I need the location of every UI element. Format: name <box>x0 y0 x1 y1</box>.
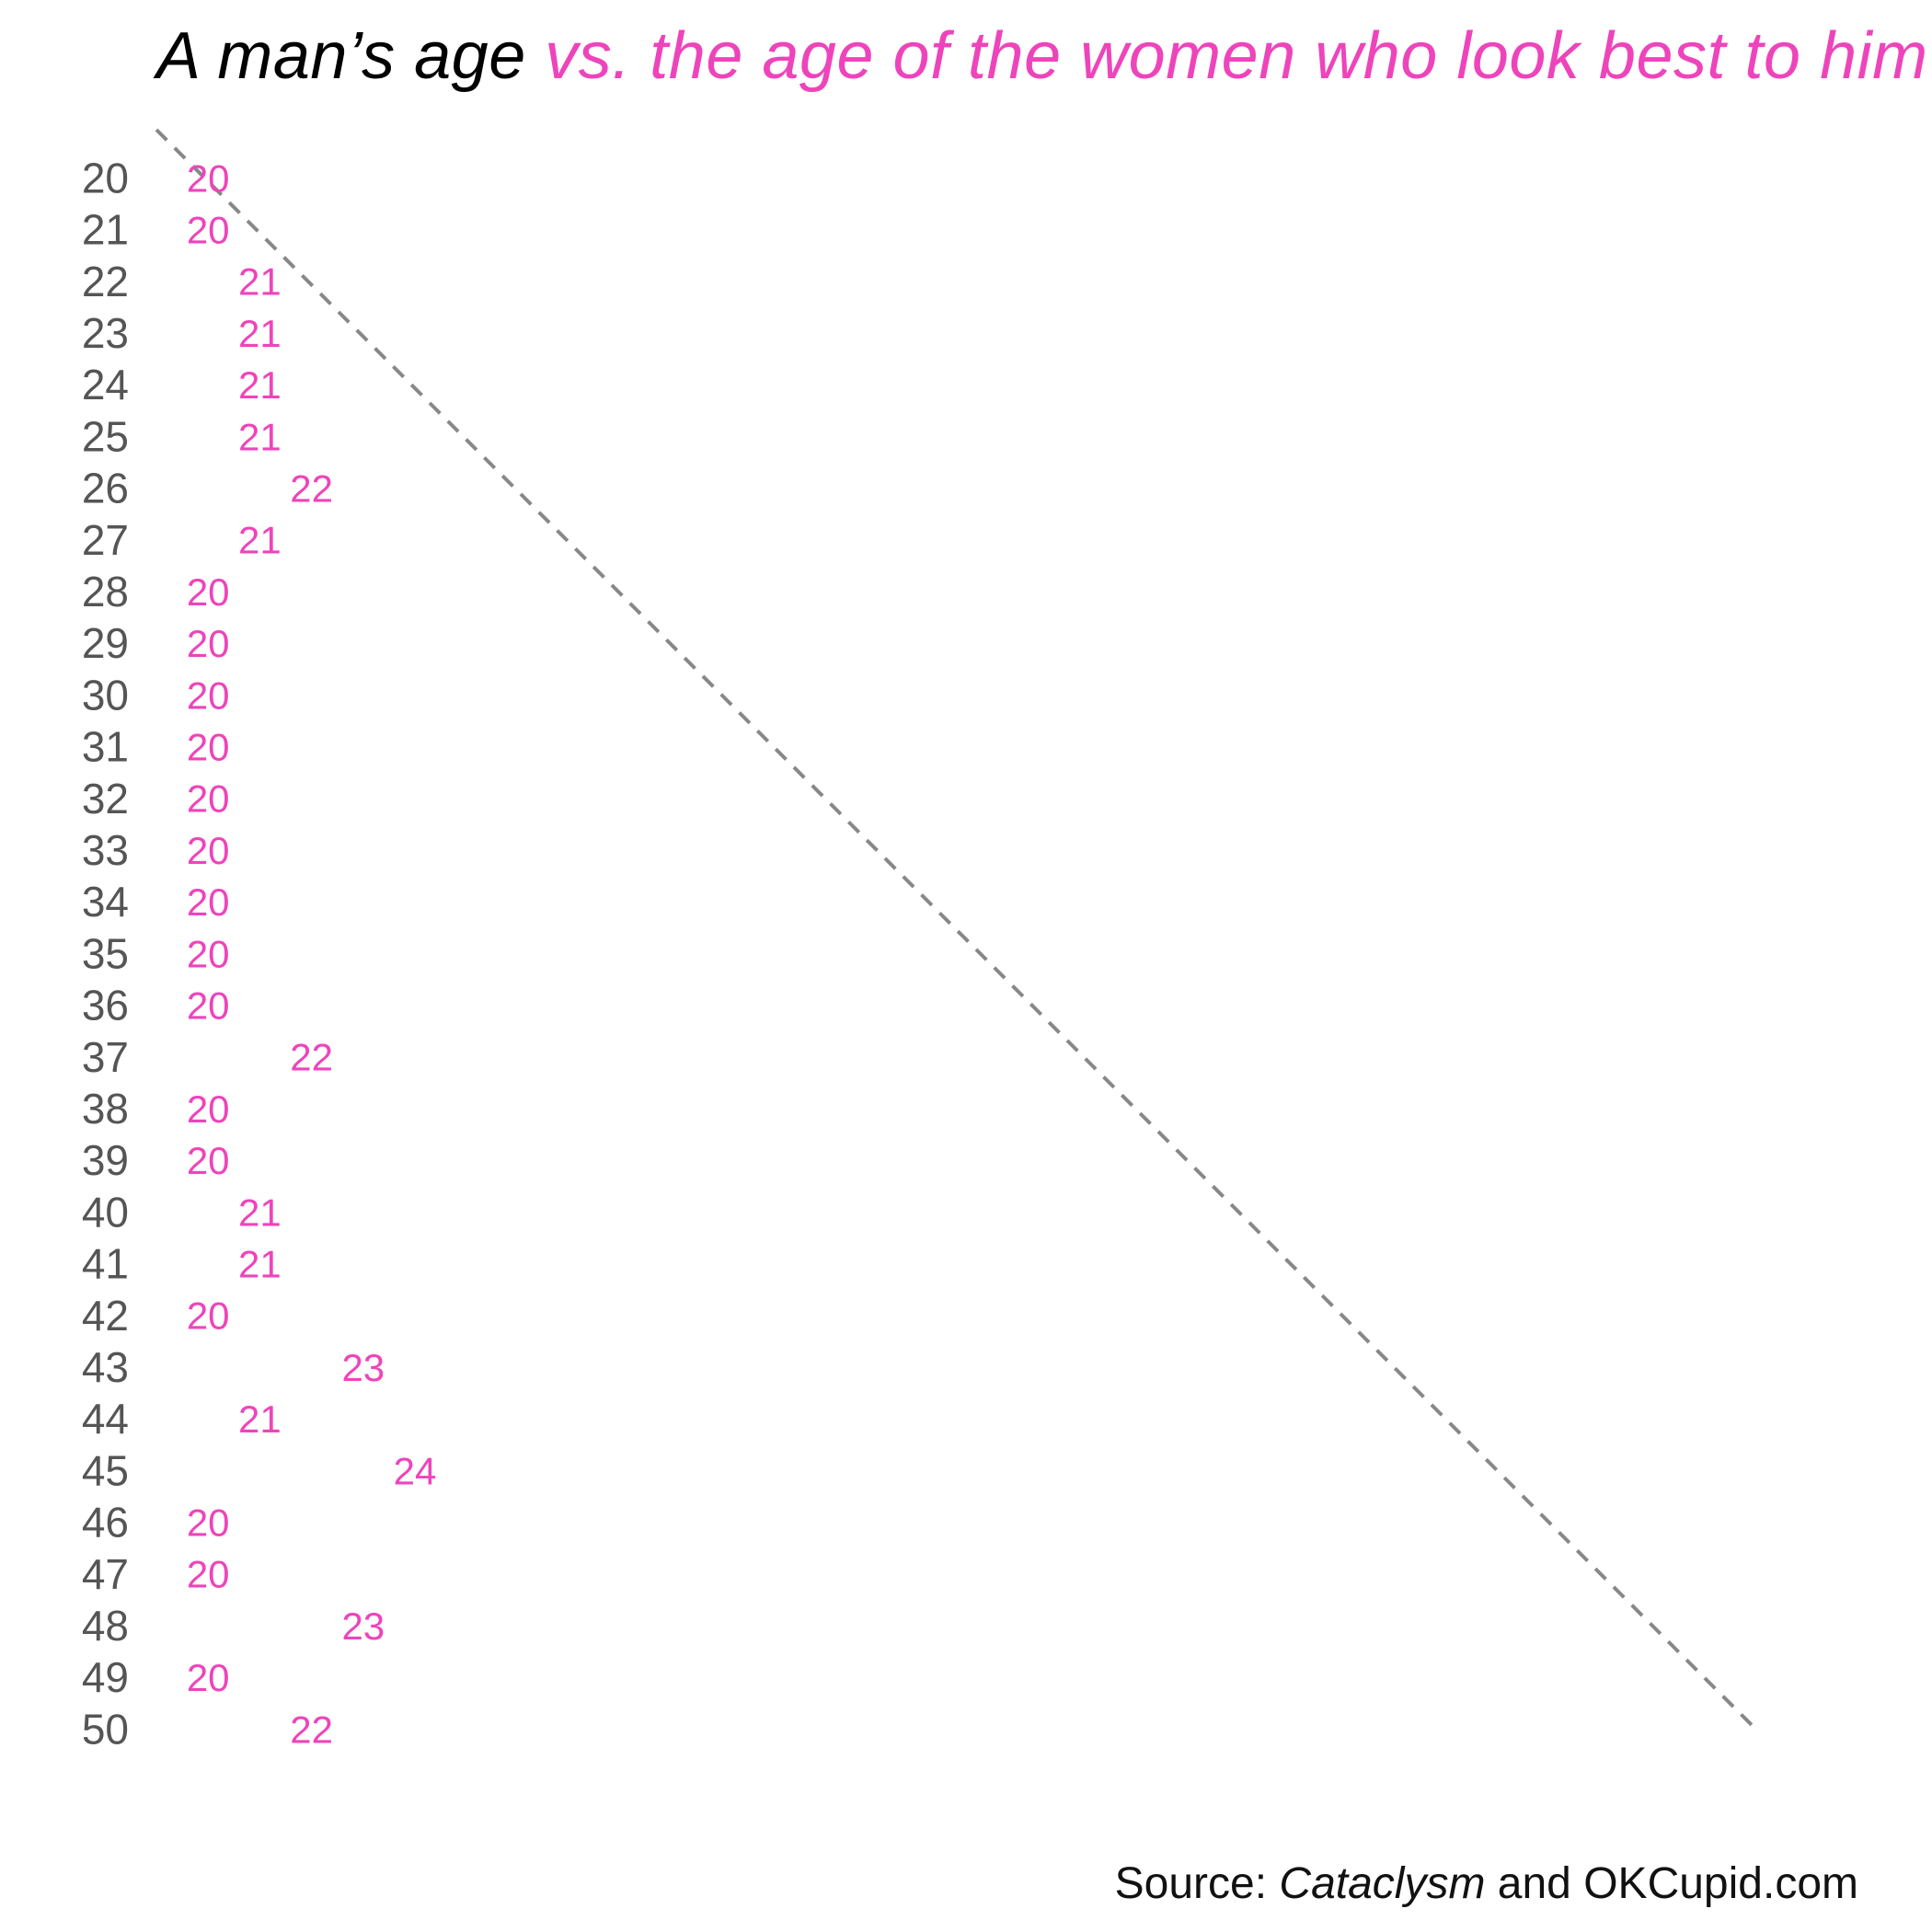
title-part-women-age: vs. the age of the women who look best t… <box>545 19 1928 93</box>
woman-age-point: 21 <box>238 363 282 407</box>
woman-age-point: 20 <box>187 1553 230 1596</box>
man-age-label: 27 <box>82 516 129 564</box>
man-age-label: 47 <box>82 1550 129 1598</box>
man-age-label: 45 <box>82 1446 129 1494</box>
man-age-label: 39 <box>82 1136 129 1184</box>
man-age-label: 31 <box>82 723 129 771</box>
man-age-label: 30 <box>82 671 129 719</box>
woman-age-point: 22 <box>290 1036 333 1079</box>
woman-age-point: 20 <box>187 1087 230 1131</box>
man-age-label: 29 <box>82 619 129 667</box>
source-suffix: and OKCupid.com <box>1485 1859 1858 1908</box>
source-prefix: Source: <box>1114 1859 1280 1908</box>
man-age-label: 35 <box>82 929 129 977</box>
woman-age-point: 21 <box>238 1397 282 1441</box>
woman-age-point: 20 <box>187 983 230 1027</box>
woman-age-point: 23 <box>341 1604 385 1648</box>
woman-age-point: 20 <box>187 1656 230 1699</box>
woman-age-point: 20 <box>187 1501 230 1544</box>
woman-age-point: 20 <box>187 725 230 768</box>
man-age-label: 28 <box>82 568 129 615</box>
woman-age-point: 20 <box>187 570 230 614</box>
man-age-label: 43 <box>82 1343 129 1391</box>
man-age-label: 25 <box>82 412 129 460</box>
woman-age-point: 21 <box>238 312 282 355</box>
source-note: Source: Cataclysm and OKCupid.com <box>1115 1858 1858 1909</box>
man-age-label: 24 <box>82 361 129 408</box>
man-age-label: 33 <box>82 826 129 874</box>
woman-age-point: 20 <box>187 1294 230 1338</box>
man-age-label: 34 <box>82 878 129 926</box>
woman-age-point: 20 <box>187 932 230 975</box>
equal-age-diagonal-line <box>155 128 1761 1734</box>
woman-age-point: 20 <box>187 829 230 872</box>
man-age-label: 40 <box>82 1188 129 1236</box>
woman-age-point: 20 <box>187 208 230 251</box>
woman-age-point: 20 <box>187 777 230 821</box>
man-age-label: 23 <box>82 309 129 357</box>
woman-age-point: 21 <box>238 415 282 458</box>
woman-age-point: 22 <box>290 1708 333 1751</box>
woman-age-point: 22 <box>290 466 333 510</box>
man-age-label: 50 <box>82 1705 129 1753</box>
man-age-label: 32 <box>82 775 129 822</box>
woman-age-point: 23 <box>341 1346 385 1389</box>
man-age-label: 38 <box>82 1085 129 1133</box>
man-age-label: 37 <box>82 1033 129 1081</box>
woman-age-point: 20 <box>187 880 230 924</box>
man-age-label: 44 <box>82 1395 129 1443</box>
source-work: Cataclysm <box>1279 1859 1486 1908</box>
woman-age-point: 21 <box>238 1242 282 1285</box>
man-age-label: 26 <box>82 465 129 512</box>
woman-age-point: 20 <box>187 156 230 200</box>
title-part-man-age: A man’s age <box>156 19 526 93</box>
man-age-label: 36 <box>82 982 129 1029</box>
woman-age-point: 20 <box>187 673 230 717</box>
woman-age-point: 20 <box>187 1139 230 1182</box>
man-age-label: 21 <box>82 206 129 254</box>
woman-age-point: 24 <box>394 1449 437 1492</box>
man-age-label: 22 <box>82 258 129 305</box>
man-age-label: 49 <box>82 1653 129 1701</box>
man-age-label: 20 <box>82 154 129 201</box>
man-age-label: 41 <box>82 1240 129 1288</box>
chart-title: A man’s age vs. the age of the women who… <box>156 19 1928 93</box>
woman-age-point: 21 <box>238 1190 282 1234</box>
man-age-label: 42 <box>82 1292 129 1340</box>
woman-age-point: 21 <box>238 260 282 304</box>
woman-age-point: 21 <box>238 519 282 562</box>
man-age-label: 48 <box>82 1602 129 1650</box>
woman-age-point: 20 <box>187 622 230 665</box>
man-age-label: 46 <box>82 1499 129 1547</box>
